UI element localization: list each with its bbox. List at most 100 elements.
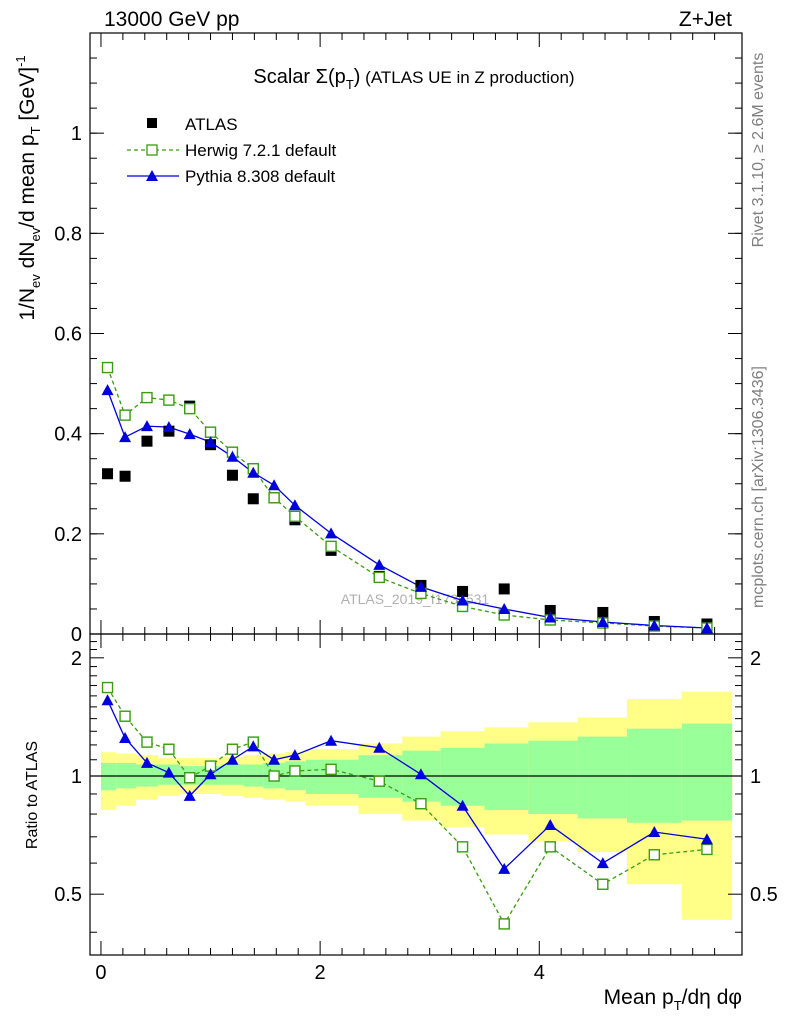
main-line-herwig-7-2-1-default bbox=[106, 367, 707, 629]
main-point-pythia-8-308-default bbox=[183, 428, 196, 440]
ratio-point-pythia-8-308-default bbox=[288, 749, 301, 761]
ratio-y-tick-label: 0.5 bbox=[54, 884, 82, 906]
ratio-point-pythia-8-308-default bbox=[140, 756, 153, 768]
ratio-axes: 0.5 0.5 1 1 2 2 0 2 4 bbox=[54, 633, 778, 984]
main-y-tick-label: 1 bbox=[71, 123, 82, 145]
main-y-tick-label: 0.2 bbox=[54, 524, 82, 546]
main-point-pythia-8-308-default bbox=[498, 602, 511, 614]
main-point-pythia-8-308-default bbox=[648, 619, 661, 631]
mcplots-label: mcplots.cern.ch [arXiv:1306.3436] bbox=[750, 366, 767, 608]
ratio-point-pythia-8-308-default bbox=[596, 857, 609, 869]
ratio-band-inner bbox=[528, 740, 578, 815]
ratio-point-herwig-7-2-1-default bbox=[163, 743, 175, 755]
ratio-y-tick-label-right: 0.5 bbox=[750, 884, 778, 906]
main-point-atlas bbox=[597, 606, 609, 618]
main-point-herwig-7-2-1-default bbox=[163, 394, 175, 406]
main-point-pythia-8-308-default bbox=[544, 611, 557, 623]
ratio-y-tick-label-right: 1 bbox=[750, 766, 761, 788]
ratio-point-pythia-8-308-default bbox=[544, 819, 557, 831]
legend-entry-pythia: Pythia 8.308 default bbox=[127, 167, 336, 186]
ratio-y-tick-label: 1 bbox=[71, 766, 82, 788]
ratio-point-pythia-8-308-default bbox=[162, 766, 175, 778]
main-point-atlas bbox=[498, 583, 510, 595]
ratio-point-herwig-7-2-1-default bbox=[498, 918, 510, 930]
ratio-point-pythia-8-308-default bbox=[414, 768, 427, 780]
main-point-pythia-8-308-default bbox=[268, 479, 281, 491]
ratio-y-axis-label: Ratio to ATLAS bbox=[24, 741, 41, 849]
main-point-herwig-7-2-1-default bbox=[373, 571, 385, 584]
header-process-label: Z+Jet bbox=[679, 8, 732, 31]
main-y-tick-label: 0.8 bbox=[54, 223, 82, 245]
ratio-point-pythia-8-308-default bbox=[456, 799, 469, 811]
main-point-atlas bbox=[544, 604, 556, 616]
main-point-pythia-8-308-default bbox=[288, 499, 301, 511]
main-point-pythia-8-308-default bbox=[119, 431, 132, 443]
main-point-herwig-7-2-1-default bbox=[119, 409, 131, 421]
ratio-point-pythia-8-308-default bbox=[119, 731, 132, 743]
legend-label-atlas: ATLAS bbox=[185, 115, 238, 134]
main-point-pythia-8-308-default bbox=[373, 558, 386, 570]
ratio-point-herwig-7-2-1-default bbox=[141, 736, 153, 748]
ratio-point-herwig-7-2-1-default bbox=[373, 775, 385, 787]
ratio-point-herwig-7-2-1-default bbox=[184, 772, 196, 784]
ratio-point-herwig-7-2-1-default bbox=[415, 798, 427, 810]
ratio-band-inner bbox=[484, 743, 529, 810]
ratio-band-inner bbox=[681, 723, 733, 821]
main-y-tick-label: 0.6 bbox=[54, 324, 82, 346]
main-point-herwig-7-2-1-default bbox=[141, 391, 153, 404]
ratio-frame bbox=[89, 633, 743, 956]
main-y-tick-label: 0 bbox=[71, 624, 82, 646]
ratio-y-tick-label-right: 2 bbox=[750, 648, 761, 670]
main-point-pythia-8-308-default bbox=[456, 594, 469, 606]
main-point-herwig-7-2-1-default bbox=[101, 361, 114, 374]
ratio-point-herwig-7-2-1-default bbox=[456, 841, 469, 853]
main-point-pythia-8-308-default bbox=[596, 615, 609, 627]
main-point-herwig-7-2-1-default bbox=[289, 510, 301, 523]
main-point-herwig-7-2-1-default bbox=[325, 540, 337, 553]
ratio-band-inner bbox=[221, 764, 244, 785]
x-axis-label: Mean pT/dη dφ bbox=[604, 986, 742, 1013]
ratio-y-tick-label: 2 bbox=[71, 648, 82, 670]
main-point-atlas bbox=[119, 470, 131, 482]
header-collision-label: 13000 GeV pp bbox=[104, 8, 239, 31]
ratio-point-herwig-7-2-1-default bbox=[325, 763, 337, 776]
rivet-version-label: Rivet 3.1.10, ≥ 2.6M events bbox=[750, 53, 767, 248]
main-point-pythia-8-308-default bbox=[162, 421, 175, 433]
main-y-tick-label: 0.4 bbox=[54, 424, 82, 446]
ratio-point-pythia-8-308-default bbox=[226, 753, 239, 765]
ratio-series-markers bbox=[101, 681, 713, 930]
ratio-point-pythia-8-308-default bbox=[648, 826, 661, 838]
main-point-herwig-7-2-1-default bbox=[268, 492, 280, 504]
legend-marker-pythia bbox=[146, 170, 158, 181]
plot-title: Scalar Σ(pT) (ATLAS UE in Z production) bbox=[253, 66, 574, 92]
x-tick-label: 0 bbox=[95, 962, 106, 984]
main-point-pythia-8-308-default bbox=[325, 527, 338, 539]
legend-label-pythia: Pythia 8.308 default bbox=[185, 167, 336, 186]
ratio-band-inner bbox=[440, 747, 485, 806]
main-point-pythia-8-308-default bbox=[101, 384, 114, 396]
main-series-lines bbox=[106, 367, 707, 629]
legend-label-herwig: Herwig 7.2.1 default bbox=[185, 141, 336, 160]
main-point-atlas bbox=[457, 585, 469, 597]
ratio-point-pythia-8-308-default bbox=[373, 741, 386, 753]
main-point-pythia-8-308-default bbox=[204, 436, 217, 448]
ratio-point-pythia-8-308-default bbox=[183, 789, 196, 801]
main-point-pythia-8-308-default bbox=[247, 466, 260, 478]
main-point-pythia-8-308-default bbox=[700, 621, 713, 633]
ratio-point-herwig-7-2-1-default bbox=[289, 765, 301, 777]
main-point-atlas bbox=[247, 493, 259, 505]
legend: ATLAS Herwig 7.2.1 default Pythia 8.308 … bbox=[127, 115, 336, 186]
main-point-pythia-8-308-default bbox=[140, 420, 153, 432]
legend-marker-herwig bbox=[146, 144, 158, 156]
main-point-pythia-8-308-default bbox=[414, 580, 427, 592]
main-point-herwig-7-2-1-default bbox=[184, 402, 196, 415]
ratio-point-pythia-8-308-default bbox=[204, 768, 217, 780]
ratio-point-pythia-8-308-default bbox=[325, 734, 338, 746]
ratio-point-pythia-8-308-default bbox=[498, 862, 511, 874]
main-axes: 0 0.2 0.4 0.6 0.8 1 bbox=[54, 32, 743, 646]
ratio-point-herwig-7-2-1-default bbox=[701, 843, 713, 856]
x-tick-label: 2 bbox=[315, 962, 326, 984]
legend-entry-atlas: ATLAS bbox=[147, 115, 238, 134]
ratio-point-herwig-7-2-1-default bbox=[268, 770, 280, 782]
